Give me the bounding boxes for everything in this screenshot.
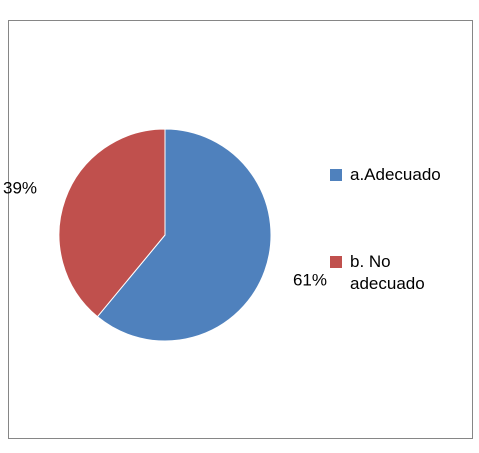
legend-label: a.Adecuado xyxy=(350,165,441,184)
legend-label: b. No adecuado xyxy=(350,252,425,293)
data-label: 39% xyxy=(3,178,37,197)
pie-slice xyxy=(58,128,166,318)
legend-swatch xyxy=(330,256,342,268)
pie-slice xyxy=(96,128,272,342)
data-label: 61% xyxy=(293,271,327,290)
legend-swatch xyxy=(330,169,342,181)
